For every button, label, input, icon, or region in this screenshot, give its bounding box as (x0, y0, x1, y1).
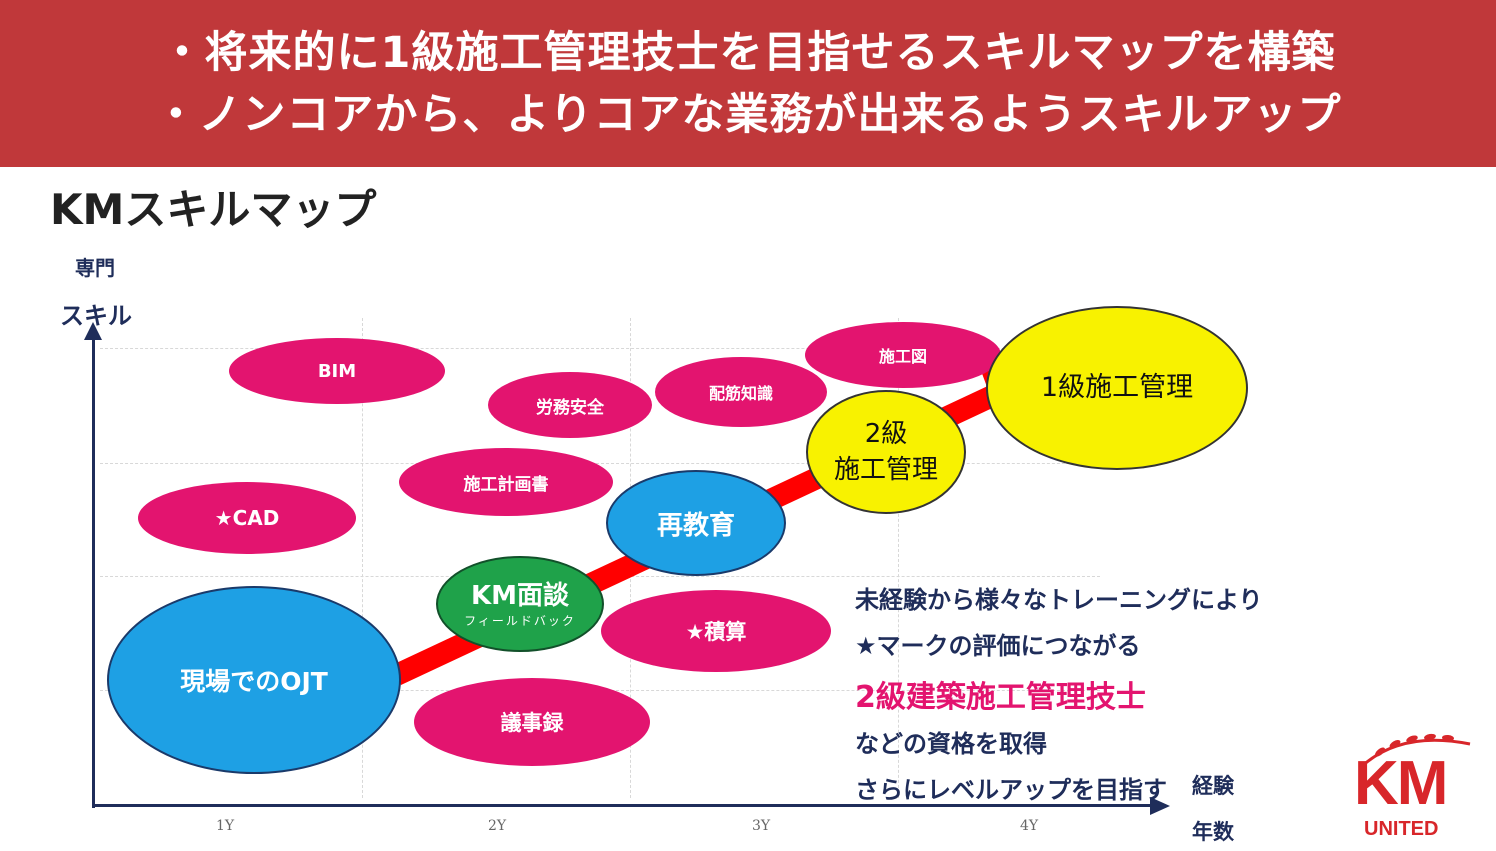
description-line-3: 2級建築施工管理技士 (855, 680, 1146, 715)
bubble-bim: BIM (229, 338, 445, 404)
logo-united-text: UNITED (1364, 818, 1439, 840)
bubble-cad-label: ★CAD (214, 506, 280, 530)
node-saikyouiku-label: 再教育 (656, 510, 735, 541)
bubble-cad: ★CAD (138, 482, 356, 554)
bubble-gijiroku-label: 議事録 (500, 711, 564, 735)
node-2kyu-sekou-kanri: 2級 施工管理 (806, 390, 966, 514)
y-axis-arrowhead (84, 322, 102, 340)
bubble-haikin-chishiki: 配筋知識 (655, 357, 827, 427)
skill-map-title: KMスキルマップ (50, 185, 377, 234)
bubble-sekouzu-label: 施工図 (878, 347, 927, 366)
node-km-mendan-sublabel: フィールドバック (464, 613, 576, 628)
description-line-1: 未経験から様々なトレーニングにより (855, 586, 1263, 614)
banner-line-2: ・ノンコアから、よりコアな業務が出来るようスキルアップ (154, 89, 1342, 140)
node-ojt: 現場でのOJT (107, 586, 401, 774)
grid-line-h2 (100, 463, 1100, 464)
description-line-2: ★マークの評価につながる (855, 632, 1141, 660)
bubble-rodo-anzen-label: 労務安全 (536, 397, 604, 418)
node-saikyouiku: 再教育 (606, 470, 786, 576)
bubble-bim-label: BIM (317, 360, 357, 382)
node-ojt-label: 現場でのOJT (180, 667, 328, 696)
node-2kyu-label-2: 施工管理 (833, 455, 938, 485)
banner-line-1: ・将来的に1級施工管理技士を目指せるスキルマップを構築 (160, 27, 1336, 78)
bubble-gijiroku: 議事録 (414, 678, 650, 766)
bubble-rodo-anzen: 労務安全 (488, 372, 652, 438)
bubble-sekisan: ★積算 (601, 590, 831, 672)
x-axis-arrowhead (1150, 797, 1170, 815)
bubble-sekou-keikakusho-label: 施工計画書 (463, 474, 549, 495)
x-tick-4y: 4Y (1020, 818, 1039, 834)
description-line-4: などの資格を取得 (855, 730, 1047, 758)
description-line-5: さらにレベルアップを目指す (855, 776, 1167, 804)
grid-line-v1 (362, 318, 363, 798)
x-axis (92, 804, 1152, 807)
x-tick-3y: 3Y (752, 818, 771, 834)
node-km-mendan: KM面談 フィールドバック (436, 556, 604, 652)
bubble-sekisan-label: ★積算 (685, 620, 747, 644)
bubble-sekouzu: 施工図 (805, 322, 1001, 388)
grid-line-h1 (100, 348, 1100, 349)
logo-km-text: KM (1354, 749, 1448, 818)
bubble-sekou-keikakusho: 施工計画書 (399, 448, 613, 516)
grid-line-v3 (898, 318, 899, 798)
y-axis (92, 338, 95, 808)
x-axis-label-nensu: 年数 (1192, 820, 1234, 844)
node-km-mendan-label: KM面談 (470, 580, 570, 611)
node-1kyu-label: 1級施工管理 (1040, 371, 1194, 403)
header-banner: ・将来的に1級施工管理技士を目指せるスキルマップを構築 ・ノンコアから、よりコア… (0, 0, 1496, 167)
x-axis-label-keiken: 経験 (1192, 774, 1234, 798)
x-tick-2y: 2Y (488, 818, 507, 834)
x-tick-1y: 1Y (216, 818, 235, 834)
km-united-logo: KM UNITED (1340, 730, 1488, 845)
bubble-haikin-chishiki-label: 配筋知識 (708, 384, 773, 403)
y-axis-label-senmon: 専門 (75, 256, 115, 280)
node-2kyu-label-1: 2級 (864, 419, 908, 449)
wheat-icon (1358, 733, 1471, 770)
node-1kyu-sekou-kanri: 1級施工管理 (986, 306, 1248, 470)
